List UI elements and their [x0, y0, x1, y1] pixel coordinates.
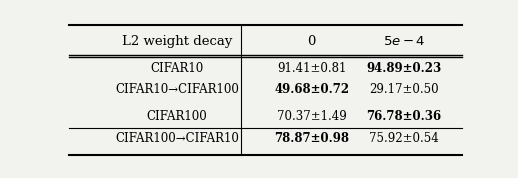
- Text: 0: 0: [308, 35, 316, 48]
- Text: CIFAR10→CIFAR100: CIFAR10→CIFAR100: [115, 83, 239, 96]
- Text: $5e-4$: $5e-4$: [383, 35, 425, 48]
- Text: CIFAR100: CIFAR100: [147, 110, 208, 123]
- Text: 29.17±0.50: 29.17±0.50: [369, 83, 439, 96]
- Text: 76.78±0.36: 76.78±0.36: [366, 110, 441, 123]
- Text: 78.87±0.98: 78.87±0.98: [274, 132, 349, 145]
- Text: 91.41±0.81: 91.41±0.81: [277, 62, 347, 75]
- Text: CIFAR10: CIFAR10: [151, 62, 204, 75]
- Text: L2 weight decay: L2 weight decay: [122, 35, 233, 48]
- Text: 49.68±0.72: 49.68±0.72: [274, 83, 349, 96]
- Text: 75.92±0.54: 75.92±0.54: [369, 132, 439, 145]
- Text: CIFAR100→CIFAR10: CIFAR100→CIFAR10: [115, 132, 239, 145]
- Text: 70.37±1.49: 70.37±1.49: [277, 110, 347, 123]
- Text: 94.89±0.23: 94.89±0.23: [366, 62, 442, 75]
